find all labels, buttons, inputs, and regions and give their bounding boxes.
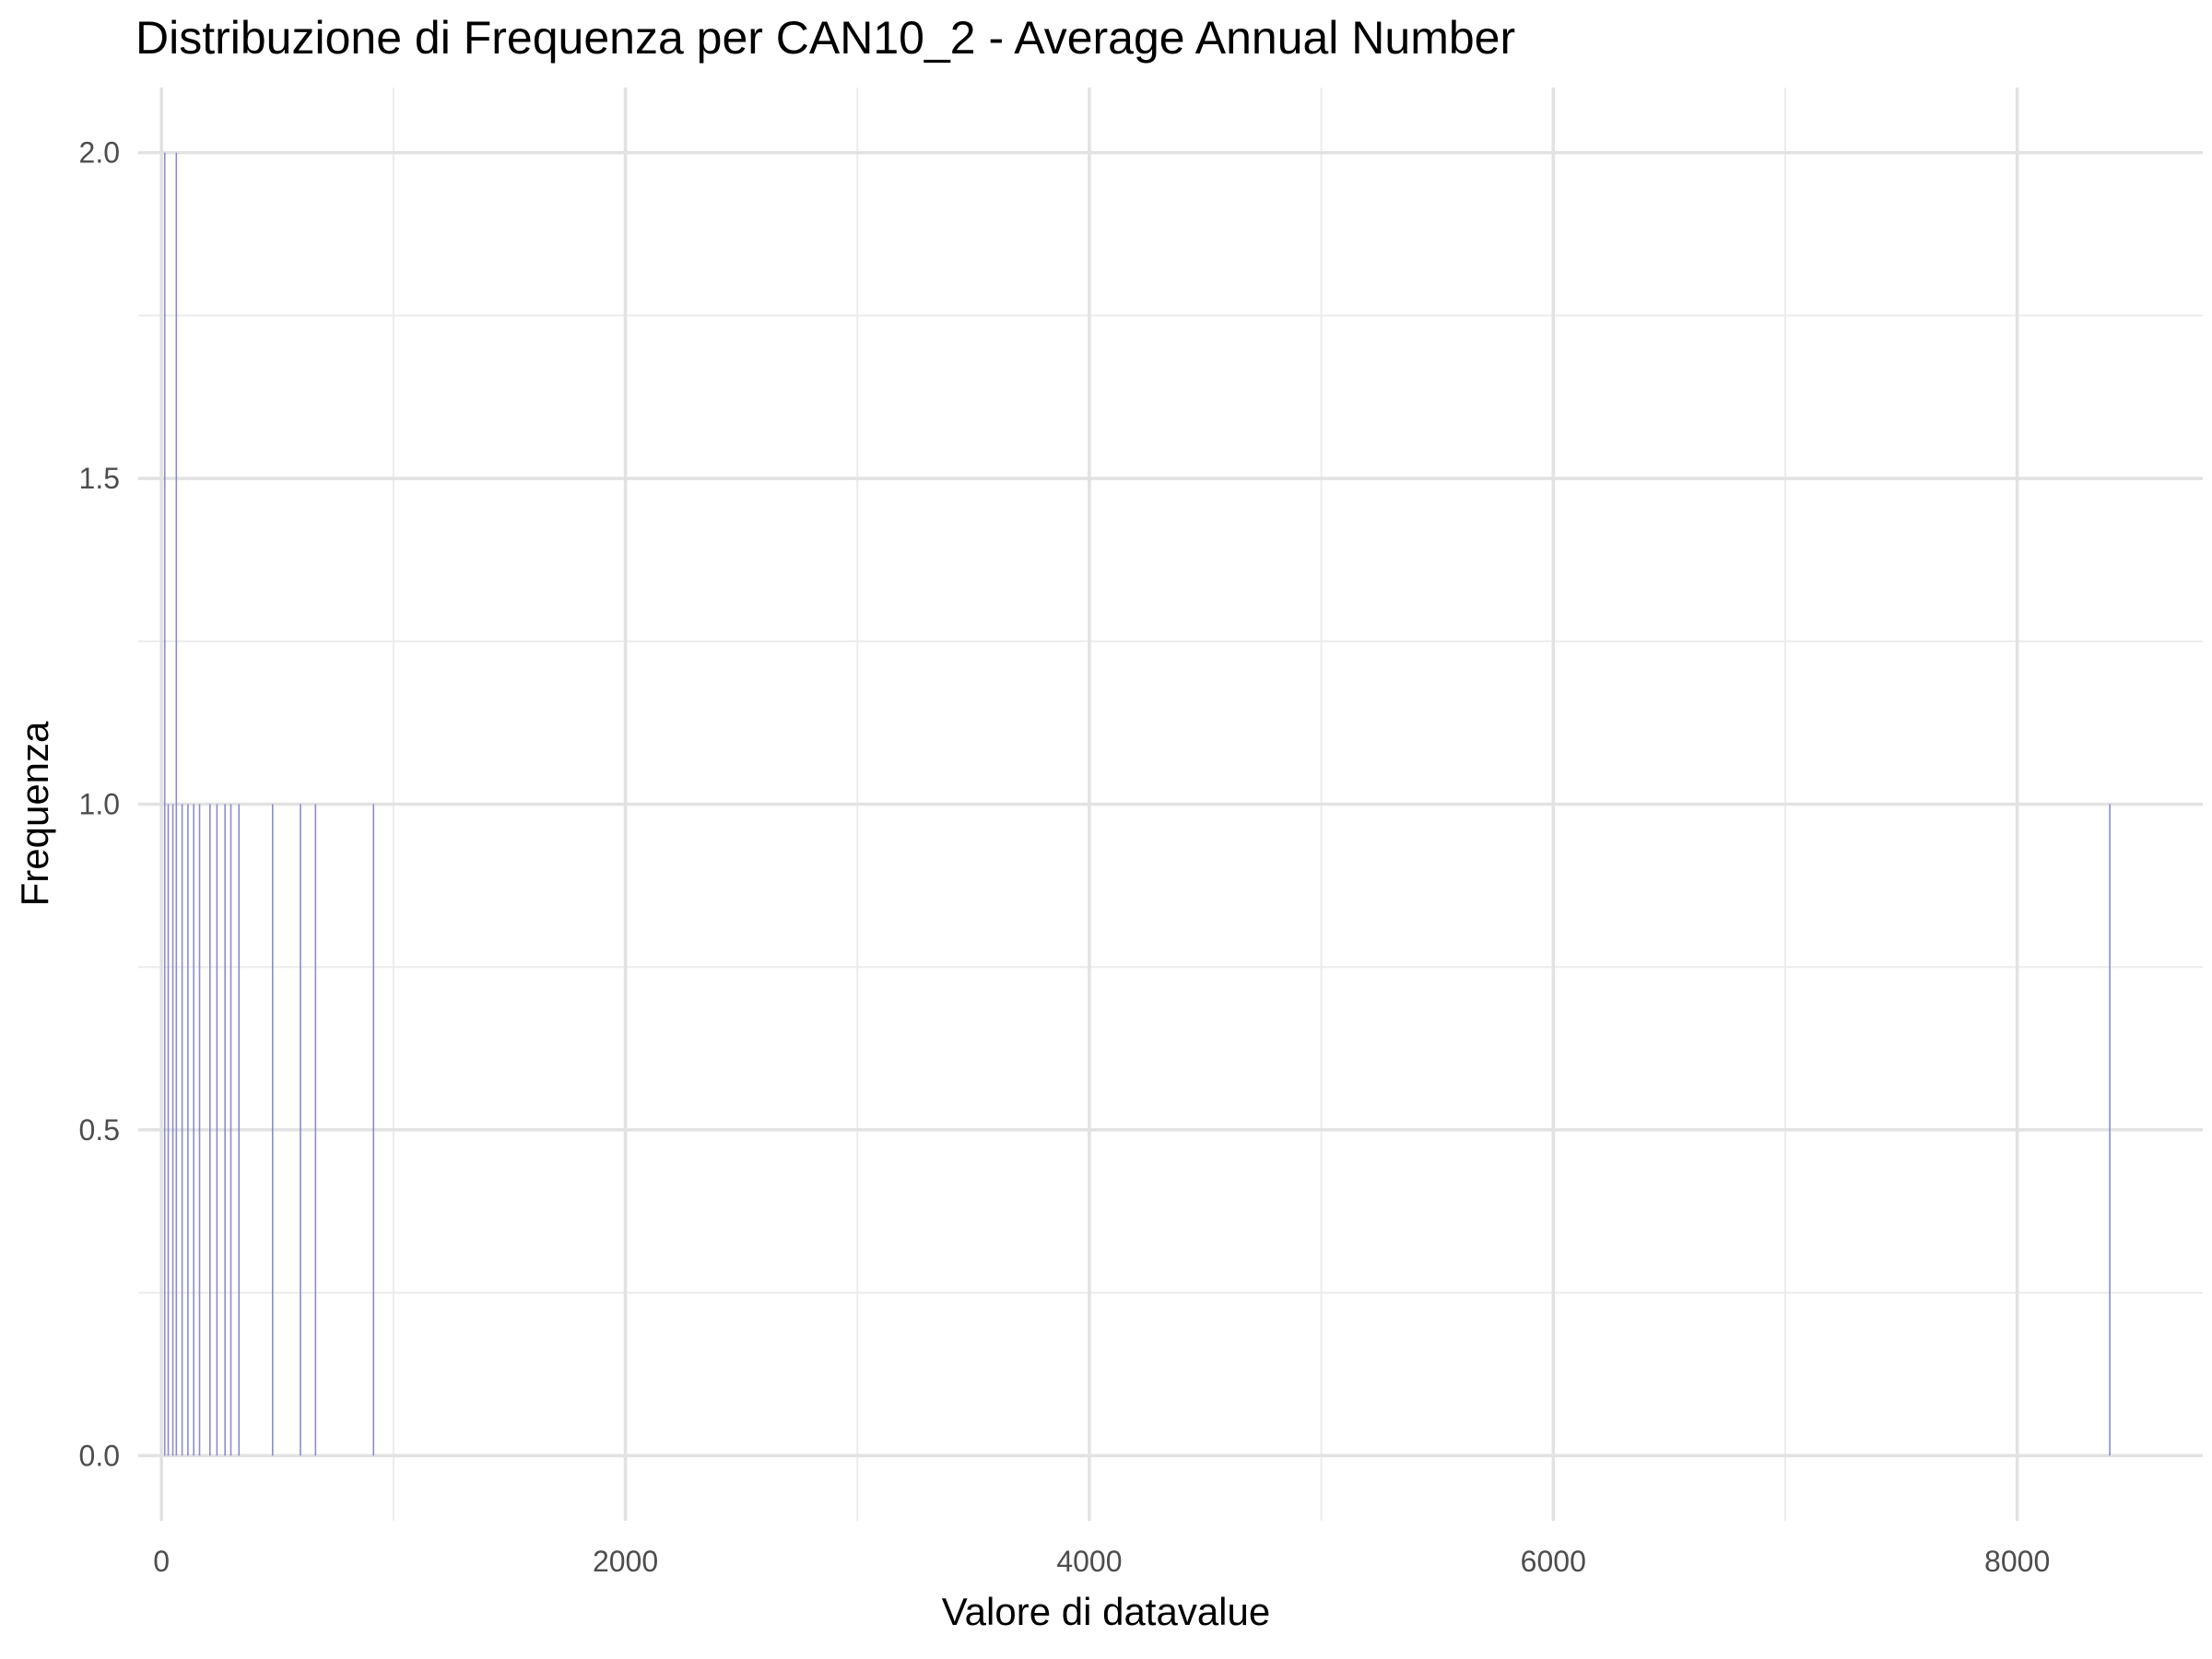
x-tick-label: 6000 (1521, 1545, 1586, 1578)
histogram-bar (300, 804, 301, 1456)
histogram-bar (175, 152, 178, 1456)
x-tick-label: 4000 (1056, 1545, 1122, 1578)
y-tick-label: 0.5 (79, 1113, 120, 1147)
histogram-bar (209, 804, 211, 1456)
y-tick-label: 2.0 (79, 136, 120, 170)
y-tick-label: 0.0 (79, 1439, 120, 1472)
histogram-bar (271, 804, 274, 1456)
histogram-bar (2109, 804, 2111, 1456)
histogram-bar (238, 804, 241, 1456)
x-tick-label: 8000 (1984, 1545, 2050, 1578)
histogram-bar (229, 804, 232, 1456)
histogram-bar (171, 804, 174, 1456)
y-tick-label: 1.0 (79, 788, 120, 821)
x-axis-ticks: 0 2000 4000 6000 8000 (153, 1545, 2050, 1578)
major-gridlines (138, 88, 2203, 1521)
x-tick-label: 2000 (593, 1545, 658, 1578)
x-axis-label: Valore di datavalue (941, 1590, 1271, 1633)
y-tick-label: 1.5 (79, 462, 120, 495)
histogram-bar (224, 804, 226, 1456)
x-tick-label: 0 (153, 1545, 170, 1578)
histogram-bar (193, 804, 195, 1456)
histogram-bar (198, 804, 201, 1456)
y-axis-ticks: 0.0 0.5 1.0 1.5 2.0 (79, 136, 120, 1473)
histogram-bar (216, 804, 218, 1456)
histogram-bar (167, 804, 170, 1456)
histogram-bar (187, 804, 189, 1456)
histogram-bars (163, 152, 2111, 1456)
histogram-bar (314, 804, 317, 1456)
histogram-bar (163, 152, 166, 1456)
chart-title: Distribuzione di Frequenza per CAN10_2 -… (135, 12, 1516, 64)
histogram-bar (181, 804, 183, 1456)
histogram-bar (372, 804, 375, 1456)
